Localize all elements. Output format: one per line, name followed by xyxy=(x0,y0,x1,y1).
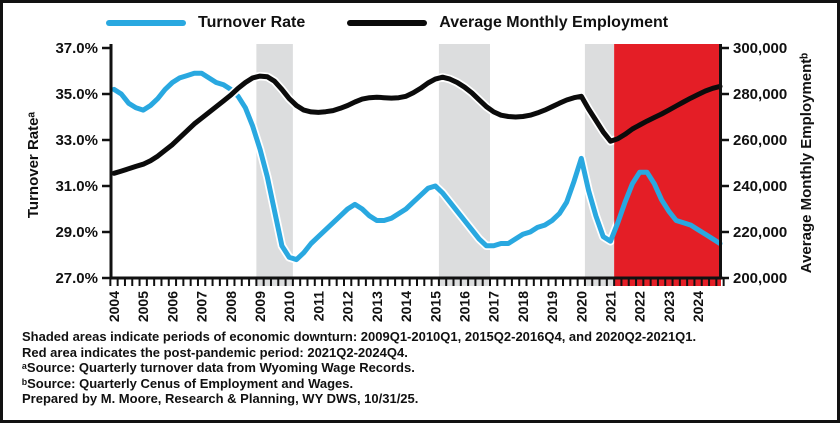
legend-swatch-turnover-rate xyxy=(106,20,186,26)
footnote-shaded-areas: Shaded areas indicate periods of economi… xyxy=(22,329,697,344)
x-axis-year-label: 2019 xyxy=(544,291,560,322)
x-axis-year-label: 2018 xyxy=(515,291,531,322)
x-axis-year-label: 2015 xyxy=(427,291,443,322)
right-axis-tick-label: 260,000 xyxy=(733,132,787,149)
left-axis-tick-label: 29.0% xyxy=(55,224,98,241)
x-axis-year-label: 2023 xyxy=(661,291,677,322)
x-axis-year-label: 2008 xyxy=(223,291,239,322)
left-axis-title: Turnover Rateᵃ xyxy=(25,111,42,219)
right-axis-tick-label: 220,000 xyxy=(733,224,787,241)
legend: Turnover Rate Average Monthly Employment xyxy=(106,13,668,33)
right-axis-tick-label: 300,000 xyxy=(733,40,787,57)
legend-swatch-employment xyxy=(347,20,428,26)
footnote-prepared-by: Prepared by M. Moore, Research & Plannin… xyxy=(22,391,419,406)
region-economic-downturn xyxy=(584,44,615,286)
x-axis-year-label: 2020 xyxy=(573,291,589,322)
x-axis-year-label: 2007 xyxy=(194,291,210,322)
x-axis-year-label: 2005 xyxy=(135,291,151,322)
right-axis-tick-label: 240,000 xyxy=(733,178,787,195)
x-axis-year-label: 2016 xyxy=(456,291,472,322)
x-axis-year-label: 2006 xyxy=(164,291,180,322)
footnotes: Shaded areas indicate periods of economi… xyxy=(22,329,696,407)
x-axis-year-label: 2021 xyxy=(602,291,618,322)
x-axis-year-label: 2017 xyxy=(486,291,502,322)
x-axis-year-label: 2010 xyxy=(281,291,297,322)
x-axis-year-label: 2004 xyxy=(106,291,122,322)
footnote-source-b: ᵇSource: Quarterly Cenus of Employment a… xyxy=(22,375,354,391)
x-axis-year-label: 2013 xyxy=(369,291,385,322)
line-employment xyxy=(111,73,723,176)
footnote-red-area: Red area indicates the post-pandemic per… xyxy=(22,344,408,360)
footnote-source-a: ᵃSource: Quarterly turnover data from Wy… xyxy=(22,360,415,375)
right-axis-title: Average Monthly Employmentᵇ xyxy=(798,52,815,274)
legend-label-employment: Average Monthly Employment xyxy=(439,14,669,31)
legend-label-turnover-rate: Turnover Rate xyxy=(198,14,306,31)
x-axis-year-label: 2022 xyxy=(632,291,648,322)
region-post-pandemic xyxy=(614,44,721,286)
right-axis-tick-label: 200,000 xyxy=(733,270,787,287)
x-axis-year-label: 2014 xyxy=(398,291,414,322)
left-axis-tick-label: 27.0% xyxy=(55,270,98,287)
right-axis-tick-label: 280,000 xyxy=(733,86,787,103)
left-axis-tick-label: 35.0% xyxy=(55,86,98,103)
left-axis-tick-label: 37.0% xyxy=(55,40,98,57)
left-axis-tick-label: 31.0% xyxy=(55,178,98,195)
left-axis-tick-label: 33.0% xyxy=(55,132,98,149)
x-axis-year-label: 2011 xyxy=(310,291,326,322)
line-turnover-rate xyxy=(111,70,723,263)
x-axis-year-label: 2012 xyxy=(340,291,356,322)
x-axis-year-label: 2009 xyxy=(252,291,268,322)
x-axis-year-label: 2024 xyxy=(690,291,706,322)
